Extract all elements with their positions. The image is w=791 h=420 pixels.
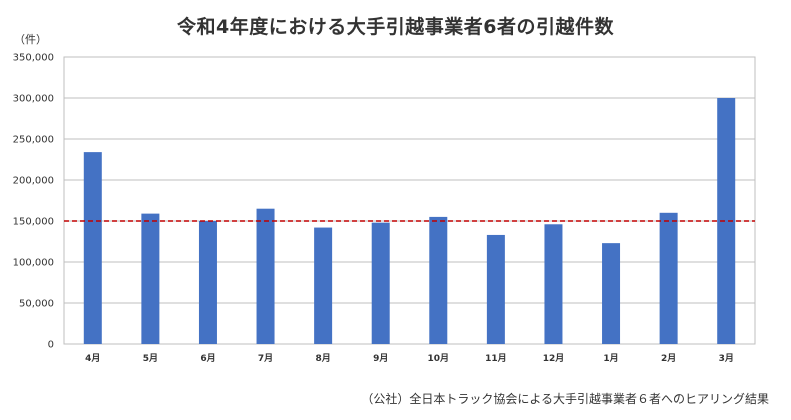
bar-11 [659, 212, 678, 344]
x-category-label: 12月 [543, 353, 565, 364]
x-category-label: 6月 [200, 353, 215, 364]
plot-frame [63, 56, 756, 345]
y-tick-label: 50,000 [19, 299, 54, 310]
x-category-label: 8月 [315, 353, 330, 364]
x-category-label: 5月 [143, 353, 158, 364]
y-axis-ticks: 0 50,000 100,000 150,000 200,000 250,000 300,0… [13, 53, 54, 351]
chart-title: 令和4年度における大手引越事業者6者の引越件数 [177, 16, 614, 38]
bar-7 [429, 216, 448, 344]
bar-10 [602, 243, 621, 344]
y-tick-label: 200,000 [13, 176, 54, 187]
bar-2 [141, 213, 160, 344]
x-category-label: 1月 [603, 353, 618, 364]
x-category-label: 2月 [661, 353, 676, 364]
y-axis-unit-label: （件） [14, 33, 47, 46]
x-axis-categories: 4月 5月 6月 7月 8月 9月 10月 11月 12月 1月 2月 3月 [85, 353, 734, 364]
bar-3 [198, 221, 217, 344]
y-tick-label: 350,000 [13, 53, 54, 64]
x-category-label: 4月 [85, 353, 100, 364]
x-category-label: 11月 [485, 353, 507, 364]
bar-12 [717, 98, 736, 344]
y-tick-label: 250,000 [13, 135, 54, 146]
y-tick-label: 300,000 [13, 94, 54, 105]
bar-6 [371, 222, 390, 344]
x-category-label: 10月 [428, 353, 450, 364]
bar-8 [486, 234, 505, 344]
bars [83, 98, 736, 344]
gridlines [63, 56, 756, 345]
x-category-label: 9月 [373, 353, 388, 364]
x-category-label: 3月 [719, 353, 734, 364]
y-tick-label: 100,000 [13, 258, 54, 269]
bar-5 [314, 227, 333, 344]
bar-1 [83, 152, 102, 344]
bar-9 [544, 224, 563, 344]
source-note: （公社）全日本トラック協会による大手引越事業者６者へのヒアリング結果 [361, 392, 769, 406]
y-tick-label: 150,000 [13, 217, 54, 228]
x-category-label: 7月 [258, 353, 273, 364]
y-tick-label: 0 [48, 340, 54, 351]
bar-4 [256, 208, 275, 344]
